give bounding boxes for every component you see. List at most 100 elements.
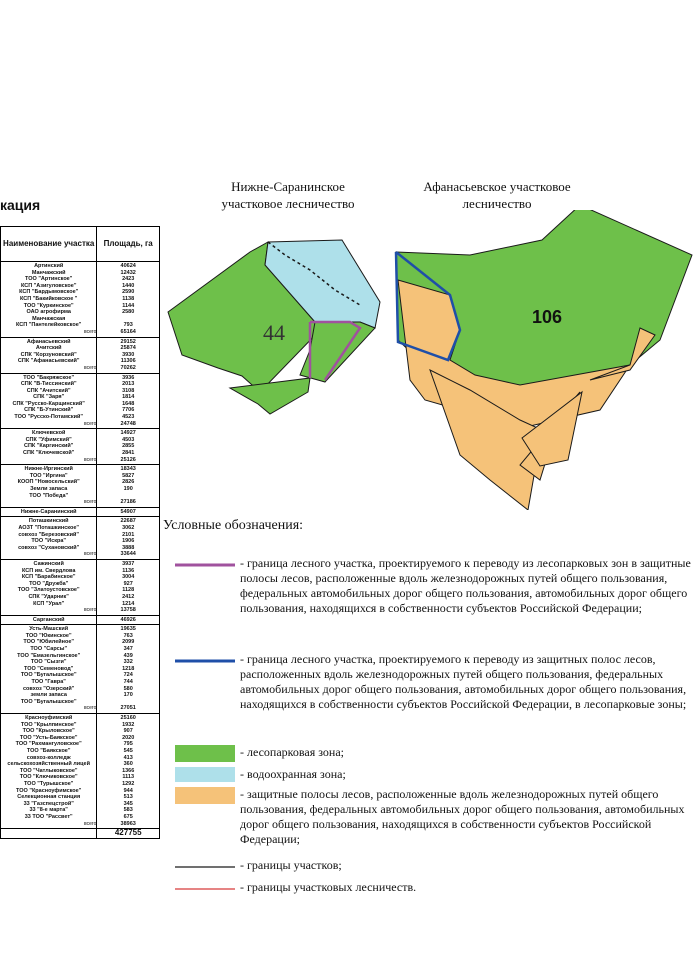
col-header-area: Площадь, га xyxy=(96,226,160,262)
group-total-label: всего xyxy=(84,551,97,558)
row-area: 927 xyxy=(123,580,133,587)
park-zone-swatch xyxy=(175,745,235,762)
grand-total: 427755 xyxy=(96,828,160,839)
row-area: 11306 xyxy=(120,358,136,365)
row-area: 3888 xyxy=(122,544,135,551)
purple-line-symbol xyxy=(175,563,235,567)
explication-title: кация xyxy=(0,197,41,213)
row-name: 33 ТОО "Рассвет" xyxy=(24,813,73,820)
row-name: ТОО "Златоустовское" xyxy=(17,587,80,594)
legend-title: Условные обозначения: xyxy=(163,518,304,533)
row-area: 4503 xyxy=(122,436,135,443)
row-name: ТОО "Сарсы" xyxy=(30,646,68,653)
row-name: совхоз "Озерский" xyxy=(22,685,75,692)
row-area: 18343 xyxy=(120,466,136,473)
group-total: 24748 xyxy=(120,420,136,427)
forest-map: 44 106 xyxy=(167,210,693,510)
legend-text-protective: - защитные полосы лесов, расположенные в… xyxy=(240,787,685,846)
row-name: Нижне-Иргинский xyxy=(24,466,73,473)
legend-text-purple: - граница лесного участка, проектируемог… xyxy=(240,556,691,615)
explication-table-wrap: Наименование участка Площадь, га Артинск… xyxy=(0,226,160,839)
row-area: 2855 xyxy=(122,443,135,450)
row-name: совхоз-колледж xyxy=(26,754,71,761)
group-total-label: всего xyxy=(84,820,97,827)
row-name: ТОО "Ключиковское" xyxy=(19,774,78,781)
block-44: 44 xyxy=(167,239,381,415)
row-area: 2099 xyxy=(122,639,135,646)
row-area: 14927 xyxy=(120,430,136,437)
group-areas: 3937 1136 3004 927 1128 2412 1214 13758 xyxy=(96,559,160,616)
block-number-106: 106 xyxy=(532,307,562,327)
group-names: Афанасьевский Ачитский СПК "Корзуновский" С… xyxy=(0,337,98,374)
group-total: 33644 xyxy=(120,551,136,558)
row-area: 580 xyxy=(123,685,133,692)
red-line-symbol xyxy=(175,888,235,890)
blue-line-symbol xyxy=(175,659,235,663)
row-name: земли запаса xyxy=(30,692,67,699)
row-area: 3930 xyxy=(122,351,135,358)
row-area: 40624 xyxy=(120,263,136,269)
row-name: КСП "Пантелейковское" xyxy=(16,322,82,329)
row-name: ТОО "Емазельгинское" xyxy=(17,652,81,659)
group-names: Артинский Манчажский ТОО "Артинское" КСП "А… xyxy=(0,261,98,338)
row-name: 33 "8-е марта" xyxy=(29,807,68,814)
group-total-label: всего xyxy=(84,705,97,712)
row-name: Сарганский xyxy=(32,616,65,623)
row-name: ТОО "Гавра" xyxy=(31,679,66,686)
group-names: Сарганский xyxy=(0,615,98,626)
group-areas: 40624 12432 2423 1440 2590 1138 1144 2580 793 651… xyxy=(96,261,160,338)
explication-group: Ключевской СПК "Уфимский" СПК "Каргинский"… xyxy=(0,428,160,466)
row-name: Усть-Машский xyxy=(29,626,69,633)
forestry-label-right: Афанасьевское участковое лесничество xyxy=(423,179,571,211)
row-name: СПК "Русско-Карщинский" xyxy=(12,400,85,407)
row-name: СПК "В-Тиссинский" xyxy=(20,381,77,388)
row-area: 907 xyxy=(123,728,133,735)
group-areas: 54907 xyxy=(96,507,160,518)
row-name: Селекционная станция xyxy=(17,794,81,801)
row-area: 1906 xyxy=(122,538,135,545)
row-area: 3108 xyxy=(122,387,135,394)
row-name: ТОО "Бугалышское" xyxy=(20,698,77,705)
protective-zone-right-4 xyxy=(521,390,583,467)
group-total-label: всего xyxy=(84,456,97,463)
row-name: ТОО "Куркинское" xyxy=(23,302,74,309)
group-names: Нижне-Саранинский xyxy=(0,507,98,518)
row-name: ТОО "Семеновод" xyxy=(24,665,74,672)
row-area: 46926 xyxy=(120,616,136,623)
row-area: 3004 xyxy=(122,574,135,581)
row-name: сельскохозяйственный лицей xyxy=(7,761,90,768)
row-name: ТОО "Крылпинское" xyxy=(20,721,77,728)
row-name: совхоз "Березовский" xyxy=(18,531,80,538)
row-name: СПК "Уфимский" xyxy=(25,436,72,443)
row-name: СПК "Ударник" xyxy=(28,593,69,600)
group-total: 13758 xyxy=(120,607,136,614)
row-area: 3936 xyxy=(122,374,135,381)
row-area: 2101 xyxy=(122,531,135,538)
row-name: СПК "Ачитский" xyxy=(26,387,71,394)
explication-group: Нижне-Саранинский 54907 xyxy=(0,507,160,518)
group-total-label: всего xyxy=(84,499,97,506)
row-area: 12432 xyxy=(120,269,136,276)
row-name: ТОО "Крыловское" xyxy=(22,728,75,735)
row-name: Ключевской xyxy=(32,430,66,437)
explication-group: ТОО "Бакряжское" СПК "В-Тиссинский" СПК "А… xyxy=(0,373,160,430)
row-name: ТОО "Баякское" xyxy=(26,747,71,754)
legend-text-park: - лесопарковая зона; xyxy=(240,745,345,759)
row-area: 545 xyxy=(123,747,133,754)
row-name: Сажинский xyxy=(33,560,64,567)
row-name: Красноуфимский xyxy=(25,715,73,721)
grand-total-spacer xyxy=(0,828,98,839)
row-area: 2841 xyxy=(122,450,135,457)
row-area: 513 xyxy=(123,794,133,801)
row-area xyxy=(97,493,159,500)
row-name: Ачитский xyxy=(35,345,62,352)
explication-group: Сарганский 46926 xyxy=(0,615,160,626)
row-area: 22687 xyxy=(120,518,136,525)
group-names: ТОО "Бакряжское" СПК "В-Тиссинский" СПК "А… xyxy=(0,373,98,430)
explication-group: Сажинский КСП им. Свердлова КСП "Барабинск… xyxy=(0,559,160,616)
row-name: ТОО "Дружба" xyxy=(29,580,69,587)
dashed-boundary xyxy=(267,241,361,306)
legend-text-water: - водоохранная зона; xyxy=(240,767,346,781)
row-name: ТОО "Бакряжское" xyxy=(23,374,75,381)
row-area: 345 xyxy=(123,800,133,807)
